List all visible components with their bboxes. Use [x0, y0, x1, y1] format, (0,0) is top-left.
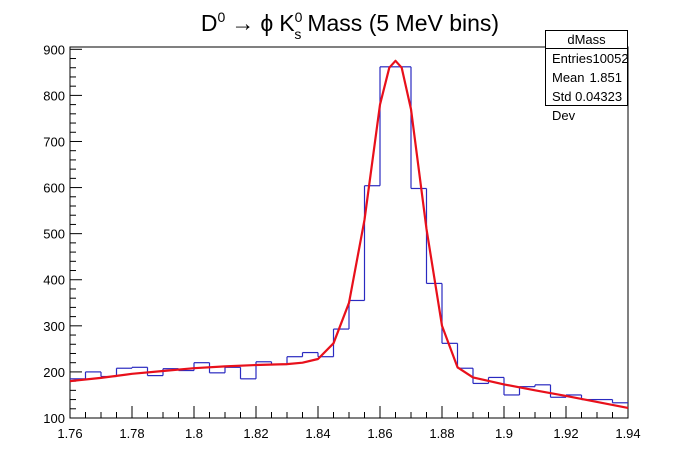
y-tick-label: 300 [43, 319, 65, 334]
x-tick-label: 1.76 [57, 426, 82, 441]
title-k-subscript: s [294, 26, 301, 42]
stats-label: Entries [552, 51, 593, 66]
stats-value: 1.851 [589, 70, 622, 85]
stats-box-title: dMass [546, 31, 627, 49]
stats-value: 10052 [592, 51, 629, 66]
y-tick-label: 500 [43, 227, 65, 242]
y-tick-label: 700 [43, 134, 65, 149]
chart-title: D0 → ϕ K0 s Mass (5 MeV bins) [201, 9, 499, 42]
y-tick-label: 200 [43, 365, 65, 380]
x-tick-label: 1.9 [495, 426, 513, 441]
x-tick-label: 1.84 [305, 426, 330, 441]
x-tick-label: 1.8 [185, 426, 203, 441]
x-tick-label: 1.88 [429, 426, 454, 441]
stats-label: Std Dev [552, 89, 576, 123]
y-tick-label: 900 [43, 42, 65, 57]
stats-label: Mean [552, 70, 585, 85]
title-d-superscript: 0 [218, 9, 226, 25]
title-rest: Mass (5 MeV bins) [307, 10, 499, 36]
title-arrow: → [231, 10, 254, 36]
title-d: D [201, 10, 218, 36]
stats-row-entries: Entries 10052 [546, 49, 629, 68]
x-tick-label: 1.92 [553, 426, 578, 441]
title-k-superscript: 0 [295, 9, 303, 25]
stats-row-std-dev: Std Dev 0.04323 [546, 87, 627, 123]
x-tick-label: 1.78 [119, 426, 144, 441]
stats-box: dMass Entries 10052 Mean 1.851 Std Dev 0… [545, 30, 629, 123]
stats-value: 0.04323 [575, 89, 623, 104]
title-phi: ϕ [260, 10, 273, 36]
y-tick-label: 400 [43, 273, 65, 288]
y-tick-label: 100 [43, 411, 65, 426]
y-tick-label: 800 [43, 88, 65, 103]
x-tick-label: 1.94 [615, 426, 640, 441]
fit-curve [69, 59, 629, 409]
x-tick-label: 1.82 [243, 426, 268, 441]
y-tick-label: 600 [43, 181, 65, 196]
x-tick-label: 1.86 [367, 426, 392, 441]
stats-row-mean: Mean 1.851 [546, 68, 627, 87]
title-k: K [279, 10, 295, 36]
